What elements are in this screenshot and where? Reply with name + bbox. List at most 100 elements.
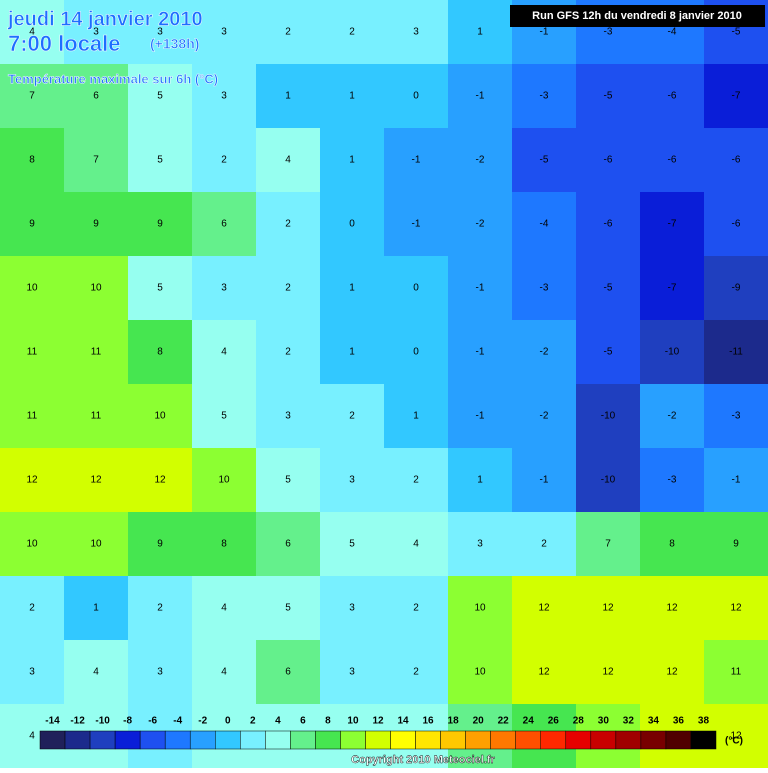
cell-value: -3 — [604, 27, 613, 38]
cell-value: 9 — [157, 539, 163, 550]
cell — [128, 64, 193, 129]
cell — [384, 320, 449, 385]
legend-swatch — [565, 730, 592, 750]
cell — [256, 576, 321, 641]
cell-value: 3 — [157, 667, 163, 678]
cell — [384, 640, 449, 705]
cell — [512, 448, 577, 513]
legend-swatch — [164, 730, 191, 750]
cell — [704, 256, 768, 321]
cell — [448, 448, 513, 513]
cell — [256, 512, 321, 577]
cell-value: 10 — [154, 411, 166, 422]
cell-value: -6 — [732, 155, 741, 166]
cell — [384, 512, 449, 577]
cell-value: -7 — [668, 283, 677, 294]
legend-label: 14 — [397, 716, 409, 727]
cell — [384, 192, 449, 257]
cell-value: 9 — [29, 219, 35, 230]
legend-swatch — [690, 730, 717, 750]
cell — [192, 128, 257, 193]
cell-value: 1 — [349, 91, 355, 102]
cell-value: -1 — [476, 283, 485, 294]
cell-value: 10 — [90, 283, 102, 294]
cell-value: 2 — [413, 667, 419, 678]
cell-value: 3 — [285, 411, 291, 422]
legend-unit: (°C) — [725, 736, 743, 747]
legend-swatch — [590, 730, 617, 750]
cell-value: 5 — [157, 155, 163, 166]
cell — [192, 512, 257, 577]
cell — [640, 448, 705, 513]
cell — [384, 448, 449, 513]
cell — [64, 512, 129, 577]
cell — [640, 256, 705, 321]
legend-label: 4 — [275, 716, 281, 727]
cell — [448, 384, 513, 449]
legend-label: 30 — [598, 716, 610, 727]
cell-value: 1 — [349, 155, 355, 166]
legend-label: 8 — [325, 716, 331, 727]
cell — [128, 448, 193, 513]
cell-value: 6 — [221, 219, 227, 230]
cell — [64, 640, 129, 705]
cell-value: 3 — [221, 27, 227, 38]
cell — [576, 256, 641, 321]
cell — [128, 256, 193, 321]
cell-value: -7 — [668, 219, 677, 230]
cell-value: -10 — [665, 347, 680, 358]
legend-swatch — [540, 730, 567, 750]
cell-value: 4 — [29, 27, 35, 38]
legend-swatch — [114, 730, 141, 750]
cell-value: 3 — [477, 539, 483, 550]
cell-value: -1 — [412, 219, 421, 230]
cell-value: 5 — [285, 603, 291, 614]
cell-value: -3 — [732, 411, 741, 422]
cell — [128, 512, 193, 577]
cell-value: 8 — [29, 155, 35, 166]
cell — [128, 192, 193, 257]
cell-value: 1 — [477, 475, 483, 486]
legend-label: 32 — [623, 716, 635, 727]
cell — [64, 576, 129, 641]
cell-value: -7 — [732, 91, 741, 102]
cell — [384, 128, 449, 193]
cell — [512, 576, 577, 641]
cell-value: 10 — [218, 475, 230, 486]
cell — [384, 64, 449, 129]
cell-value: 2 — [413, 475, 419, 486]
cell-value: 0 — [349, 219, 355, 230]
cell-value: 4 — [221, 603, 227, 614]
legend-swatch — [265, 730, 291, 750]
cell-value: 9 — [157, 219, 163, 230]
cell-value: 2 — [285, 283, 291, 294]
cell-value: 4 — [29, 731, 35, 742]
cell — [640, 512, 705, 577]
cell-value: 2 — [413, 603, 419, 614]
cell-value: 11 — [731, 667, 742, 678]
run-box — [510, 5, 765, 27]
legend-swatch — [515, 730, 541, 750]
cell-value: -2 — [668, 411, 677, 422]
legend: -14 -12 -10 -8 -6 -4 -2 0 2 4 6 8 10 12 14 16 18 20 22 24 26… — [39, 716, 743, 750]
cell-value: 1 — [413, 411, 419, 422]
cell-value: -9 — [732, 283, 741, 294]
legend-label: 36 — [673, 716, 685, 727]
cell — [64, 192, 129, 257]
cell-value: 12 — [538, 603, 550, 614]
cell-value: -3 — [540, 283, 549, 294]
cell — [0, 0, 65, 65]
cell-value: 12 — [602, 603, 614, 614]
cell-value: 10 — [474, 667, 486, 678]
cell — [512, 128, 577, 193]
cell — [320, 448, 385, 513]
cell — [320, 256, 385, 321]
cell — [704, 448, 768, 513]
legend-swatch — [340, 730, 366, 750]
cell — [704, 384, 768, 449]
cell-value: 3 — [349, 667, 355, 678]
cell — [0, 640, 65, 705]
cell — [192, 640, 257, 705]
cell — [0, 192, 65, 257]
legend-swatch — [615, 730, 642, 750]
